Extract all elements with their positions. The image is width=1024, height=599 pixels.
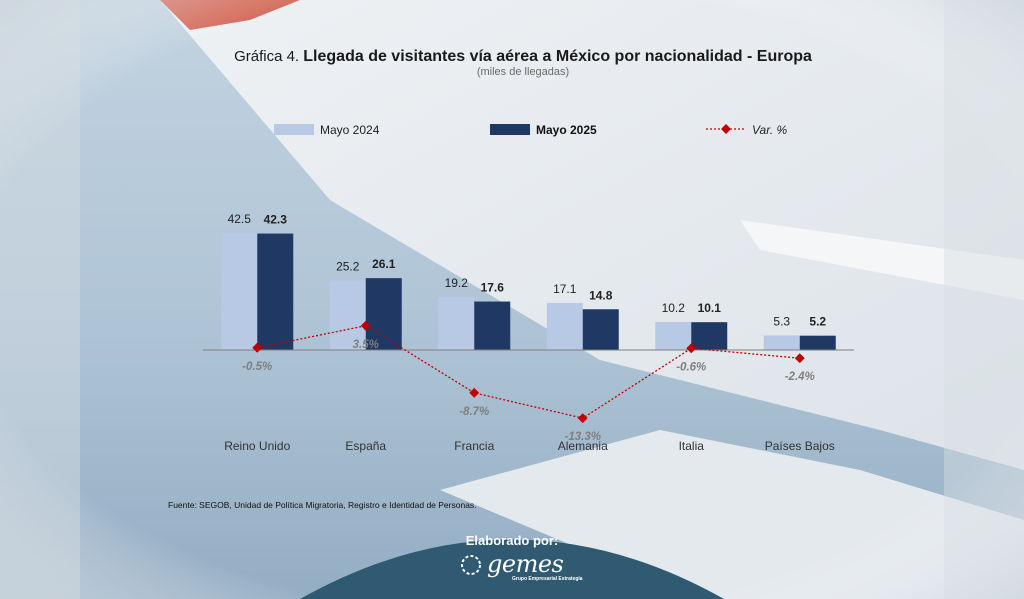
category-label: Reino Unido [224, 439, 290, 453]
chart-subtitle: (miles de llegadas) [476, 66, 570, 78]
var-point [469, 387, 480, 398]
legend-marker-var [721, 124, 731, 134]
chart-title-main: Llegada de visitantes vía aérea a México… [303, 48, 812, 65]
category-label: Países Bajos [765, 439, 835, 453]
bar-may2025 [474, 301, 511, 350]
category-label: Francia [454, 439, 494, 453]
bar-value-label: 26.1 [372, 257, 396, 271]
labels-group: 42.5 42.3 Reino Unido 25.2 26.1 España 19.2 17.… [224, 212, 835, 453]
legend-swatch-may2024 [274, 124, 314, 135]
bar-value-label: 17.6 [481, 281, 505, 295]
category-label: Italia [679, 439, 705, 453]
legend: Mayo 2024 Mayo 2025 Var. % [274, 123, 787, 137]
footer-label: Elaborado por: [465, 533, 559, 548]
logo-subtitle: Grupo Empresarial Estrategia [512, 576, 583, 582]
bar-value-label: 14.8 [589, 288, 613, 302]
var-line-group [252, 320, 805, 424]
bar-value-label: 10.2 [662, 301, 686, 315]
bar-may2025 [365, 278, 402, 350]
bar-may2025 [257, 233, 294, 350]
var-point [686, 343, 697, 354]
bar-value-label: 19.2 [445, 276, 469, 290]
bar-may2024 [438, 297, 475, 350]
bar-may2024 [221, 233, 258, 350]
bar-may2024 [655, 321, 692, 350]
bar-may2024 [329, 280, 366, 350]
bar-value-label: 17.1 [553, 282, 577, 296]
var-line [257, 325, 800, 419]
var-point [794, 353, 805, 364]
var-point [252, 342, 263, 353]
var-value-label: -8.7% [459, 406, 489, 418]
bar-value-label: 42.5 [228, 212, 252, 226]
legend-label-may2024: Mayo 2024 [320, 123, 380, 137]
legend-label-var: Var. % [752, 123, 787, 137]
var-point [360, 320, 371, 331]
category-label: Alemania [558, 439, 608, 453]
bar-value-label: 25.2 [336, 260, 360, 274]
chart-title: Gráfica 4. Llegada de visitantes vía aér… [0, 48, 1024, 66]
source-note: Fuente: SEGOB, Unidad de Política Migrat… [168, 500, 477, 510]
bar-may2025 [582, 309, 619, 350]
bar-value-label: 42.3 [264, 213, 288, 227]
bar-value-label: 5.3 [773, 314, 790, 328]
logo-ring-icon [461, 555, 481, 575]
bar-may2024 [546, 302, 583, 350]
bar-may2025 [799, 335, 836, 350]
chart-title-prefix: Gráfica 4. [234, 48, 300, 65]
var-value-label: 3.5% [353, 339, 379, 351]
var-value-label: -2.4% [785, 371, 815, 383]
logo-text: gemes [487, 550, 564, 578]
var-value-label: -0.5% [242, 361, 272, 373]
var-value-label: -0.6% [676, 361, 706, 373]
legend-label-may2025: Mayo 2025 [536, 123, 597, 137]
var-value-label: -13.3% [565, 431, 601, 443]
category-label: España [345, 439, 386, 453]
var-point [577, 413, 588, 424]
bar-value-label: 5.2 [809, 315, 826, 329]
bar-value-label: 10.1 [698, 301, 722, 315]
bar-may2024 [763, 335, 800, 350]
legend-swatch-may2025 [490, 124, 530, 135]
bars-group [221, 233, 836, 350]
bar-may2025 [691, 322, 728, 350]
